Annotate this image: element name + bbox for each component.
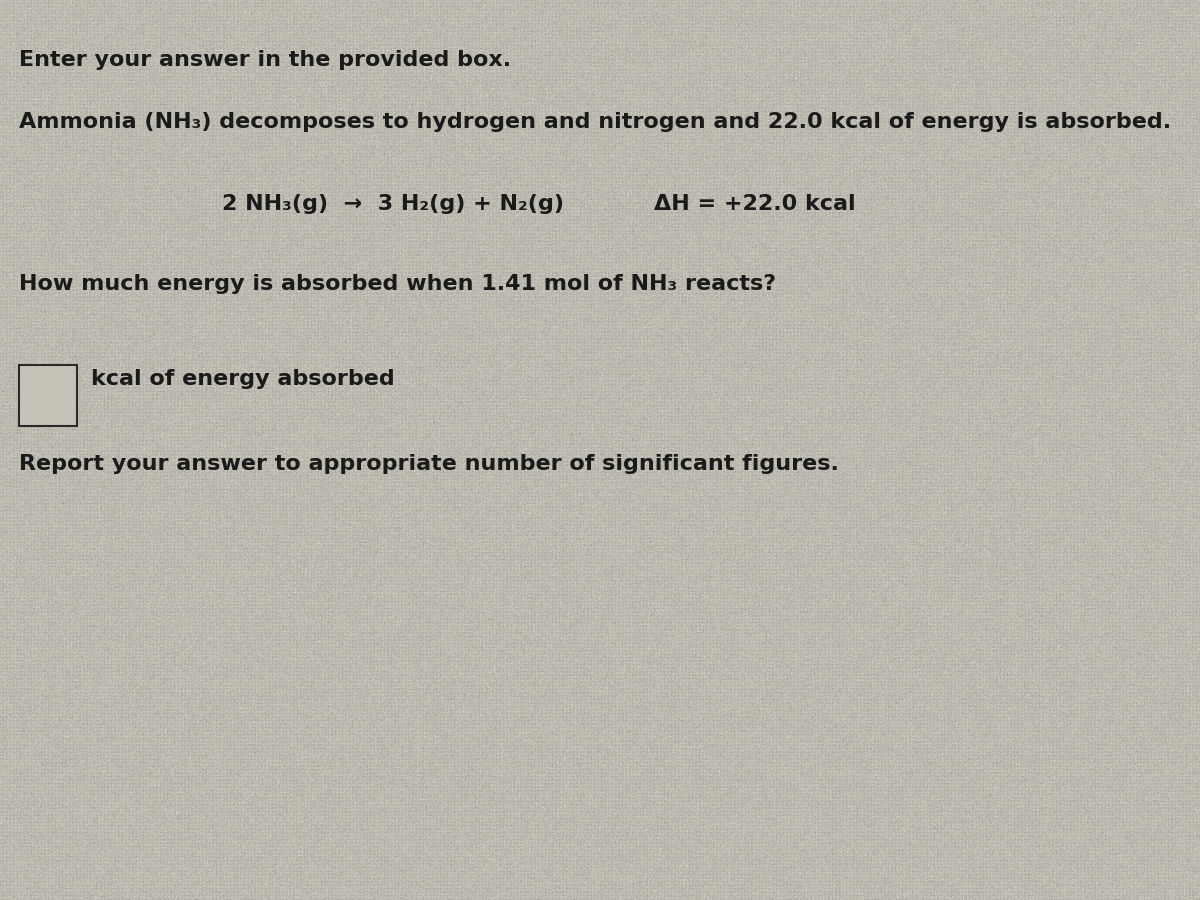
Text: 2 NH₃(g)  →  3 H₂(g) + N₂(g): 2 NH₃(g) → 3 H₂(g) + N₂(g) xyxy=(222,194,564,213)
Text: Report your answer to appropriate number of significant figures.: Report your answer to appropriate number… xyxy=(19,454,839,474)
Text: kcal of energy absorbed: kcal of energy absorbed xyxy=(91,369,395,389)
Text: How much energy is absorbed when 1.41 mol of NH₃ reacts?: How much energy is absorbed when 1.41 mo… xyxy=(19,274,776,294)
Text: ΔH = +22.0 kcal: ΔH = +22.0 kcal xyxy=(654,194,856,213)
FancyBboxPatch shape xyxy=(19,364,77,426)
Text: Enter your answer in the provided box.: Enter your answer in the provided box. xyxy=(19,50,511,69)
Text: Ammonia (NH₃) decomposes to hydrogen and nitrogen and 22.0 kcal of energy is abs: Ammonia (NH₃) decomposes to hydrogen and… xyxy=(19,112,1171,132)
